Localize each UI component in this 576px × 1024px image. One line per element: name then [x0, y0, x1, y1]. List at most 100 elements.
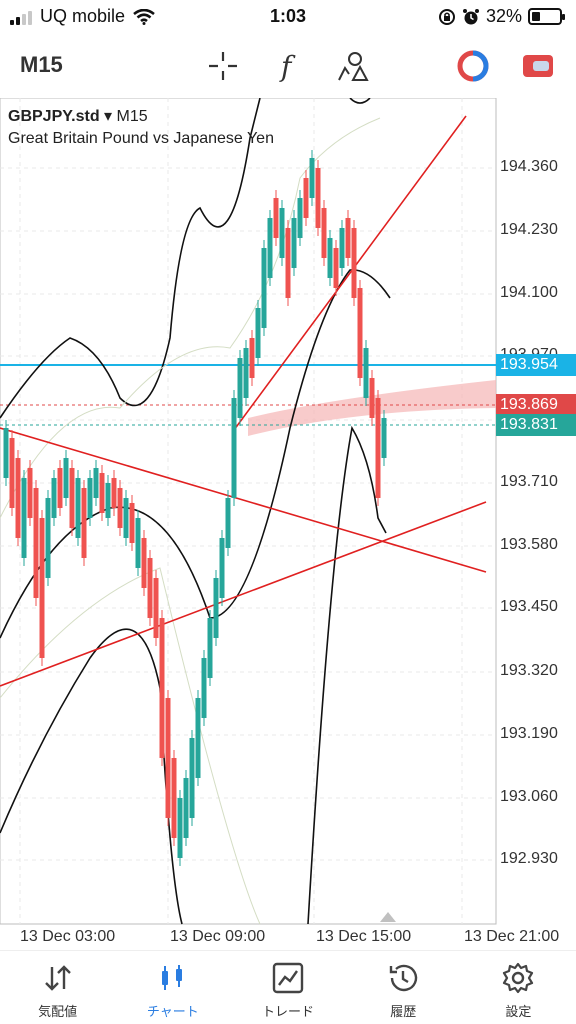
- battery-icon: [528, 8, 565, 25]
- time-axis-label: 13 Dec 03:00: [20, 928, 116, 945]
- candle-body: [99, 473, 105, 513]
- candle-body: [87, 478, 93, 518]
- candle-body: [9, 438, 15, 508]
- candle-body: [123, 498, 129, 538]
- symbol-name[interactable]: GBPJPY.std: [8, 108, 100, 125]
- nav-label: トレード: [262, 1004, 315, 1019]
- price-axis-label: 194.360: [500, 158, 558, 175]
- svg-text:f: f: [279, 50, 296, 83]
- candle-body: [207, 618, 213, 678]
- candle-body: [39, 518, 45, 658]
- horizontal-line-price-tag: 193.954: [496, 354, 576, 376]
- candle-body: [363, 348, 369, 398]
- candle-body: [189, 738, 195, 818]
- candle-body: [315, 168, 321, 228]
- candle-body: [183, 778, 189, 838]
- crosshair-icon[interactable]: [205, 48, 241, 84]
- candle-body: [333, 248, 339, 288]
- candle-body: [45, 498, 51, 578]
- status-time: 1:03: [269, 6, 307, 26]
- candle-body: [129, 503, 135, 543]
- envelope-line: [0, 117, 381, 519]
- price-axis-label: 193.320: [500, 662, 558, 679]
- status-bar: UQ mobile 1:03 32%: [0, 0, 576, 34]
- candle-body: [375, 398, 381, 498]
- price-axis-label: 193.060: [500, 788, 558, 805]
- price-axis-label: 193.710: [500, 473, 558, 490]
- bid-price-tag: 193.869: [496, 394, 576, 416]
- candle-body: [51, 478, 57, 518]
- candle-body: [231, 398, 237, 498]
- trendline: [0, 427, 487, 573]
- candle-body: [105, 483, 111, 518]
- candle-body: [327, 238, 333, 278]
- nav-history[interactable]: 履歴: [346, 951, 461, 1024]
- upper-band-top: [349, 98, 371, 104]
- candle-body: [15, 458, 21, 538]
- symbol-dropdown-icon[interactable]: ▾: [104, 108, 113, 125]
- candle-body: [339, 228, 345, 268]
- nav-quotes[interactable]: 気配値: [0, 951, 115, 1024]
- lower-band-right: [307, 425, 387, 925]
- candle-body: [345, 218, 351, 258]
- price-axis-label: 192.930: [500, 850, 558, 867]
- one-click-trading-icon[interactable]: [455, 48, 491, 84]
- trendline: [0, 501, 487, 687]
- candle-body: [357, 288, 363, 378]
- candlestick-chart-icon: [161, 965, 182, 990]
- candle-body: [279, 208, 285, 258]
- candle-body: [57, 468, 63, 508]
- candle-body: [225, 498, 231, 548]
- lower-band: [0, 628, 183, 925]
- candle-body: [243, 348, 249, 398]
- candle-body: [381, 418, 387, 458]
- candle-body: [351, 228, 357, 298]
- nav-trade[interactable]: トレード: [230, 951, 345, 1024]
- candle-body: [147, 558, 153, 618]
- candle-body: [165, 698, 171, 818]
- candle-body: [261, 248, 267, 328]
- candle-body: [303, 178, 309, 218]
- candle-body: [135, 518, 141, 568]
- candle-body: [141, 538, 147, 588]
- trade-panel-icon[interactable]: [520, 48, 556, 84]
- middle-band: [0, 269, 391, 639]
- chart-timeframe: M15: [116, 108, 148, 125]
- current-time-marker: [380, 912, 396, 922]
- time-axis-label: 13 Dec 21:00: [464, 928, 560, 945]
- envelope-line: [0, 567, 261, 925]
- nav-settings[interactable]: 設定: [461, 951, 576, 1024]
- indicators-icon[interactable]: f: [270, 48, 306, 84]
- time-axis-label: 13 Dec 15:00: [316, 928, 412, 945]
- candle-body: [267, 218, 273, 278]
- price-axis-label: 193.580: [500, 536, 558, 553]
- symbol-description: Great Britain Pound vs Japanese Yen: [8, 130, 274, 147]
- candle-body: [93, 468, 99, 498]
- candle-body: [111, 478, 117, 508]
- objects-icon[interactable]: [335, 48, 371, 84]
- wifi-icon: [133, 8, 155, 25]
- chart-canvas[interactable]: [0, 98, 576, 948]
- price-chart[interactable]: GBPJPY.std ▾ M15 Great Britain Pound vs …: [0, 98, 576, 948]
- nav-chart[interactable]: チャート: [115, 951, 230, 1024]
- history-clock-icon: [390, 964, 418, 992]
- candle-body: [237, 358, 243, 418]
- candle-body: [153, 578, 159, 638]
- trendline: [233, 115, 467, 431]
- candle-body: [321, 208, 327, 258]
- candle-body: [171, 758, 177, 838]
- candle-body: [309, 158, 315, 198]
- nav-label: チャート: [146, 1004, 199, 1019]
- trade-chart-icon: [272, 962, 304, 994]
- candle-body: [249, 338, 255, 378]
- candle-body: [219, 538, 225, 598]
- candle-body: [63, 458, 69, 498]
- candle-body: [75, 478, 81, 538]
- candle-body: [33, 488, 39, 598]
- candle-body: [273, 198, 279, 238]
- candle-body: [195, 698, 201, 778]
- candle-body: [177, 798, 183, 858]
- time-axis-label: 13 Dec 09:00: [170, 928, 266, 945]
- alarm-icon: [462, 8, 479, 24]
- timeframe-button[interactable]: M15: [20, 52, 63, 77]
